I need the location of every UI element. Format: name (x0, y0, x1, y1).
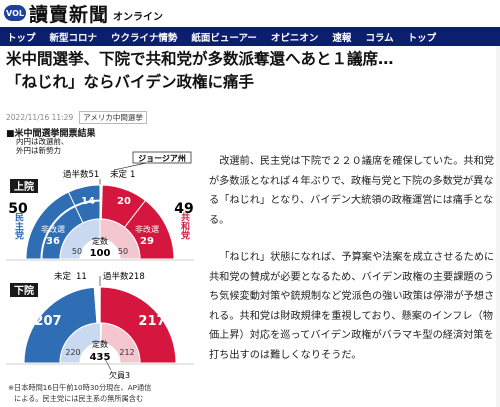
house-undecided-label: 未定 (54, 271, 72, 282)
article-date: 2022/11/16 11:29 (6, 113, 74, 122)
article-body: 改選前、民主党は下院で２２０議席を確保していた。共和党が多数派となれば４年ぶりで… (209, 152, 495, 383)
senate-quota: 100 (90, 248, 111, 259)
topic-tag[interactable]: アメリカ中間選挙 (79, 111, 147, 124)
house-rep-value: 217 (138, 314, 165, 329)
nav-item-viewer[interactable]: 紙面ビューアー (191, 32, 257, 44)
senate-undecided-value: 1 (130, 170, 135, 180)
senate-rep-noncontest: 29 (140, 236, 154, 247)
senate-dem-noncontest: 36 (46, 236, 60, 247)
main-nav: トップ 新型コロナ ウクライナ情勢 紙面ビューアー オピニオン 速報 コラム ト… (0, 27, 500, 46)
house-undecided-value: 11 (76, 272, 87, 282)
article-meta: 2022/11/16 11:29 アメリカ中間選挙 (6, 111, 147, 124)
headline-line-1: 米中間選挙、下院で共和党が多数派奪還へあと１議席… (6, 50, 394, 68)
figure-graphic: ジョージア州 過半数51 未定 1 上院 50 49 民主党 共和党 14 20… (6, 151, 194, 403)
senate-rep-total: 49 (174, 201, 193, 217)
nav-item-ukraine[interactable]: ウクライナ情勢 (111, 32, 178, 44)
vacancy-leader (104, 358, 112, 371)
senate-dem-divider-b (74, 199, 101, 208)
georgia-label: ジョージア州 (138, 154, 186, 163)
senate-rep-noncontest-label: 非改選 (135, 224, 159, 234)
senate-majority-label: 過半数51 (63, 169, 99, 180)
house-quota-label: 定数 (92, 339, 108, 349)
senate-chart (25, 184, 175, 260)
nav-item-column[interactable]: コラム (365, 32, 394, 44)
house-quota: 435 (90, 352, 111, 363)
house-inner-rep: 212 (119, 348, 134, 357)
senate-dem-noncontest-label: 非改選 (41, 224, 65, 234)
senate-rep-label: 共和党 (179, 211, 191, 240)
house-inner-rep-arc (100, 322, 141, 364)
nav-item-corona[interactable]: 新型コロナ (49, 32, 98, 44)
figure-note-1: 内円は改選前、 (16, 137, 69, 146)
headline-line-2: 「ねじれ」ならバイデン政権に痛手 (6, 73, 255, 91)
senate-rep-new: 20 (117, 196, 131, 207)
house-dem-value: 207 (34, 314, 61, 329)
senate-inner-rep: 50 (118, 247, 128, 256)
nav-item-opinion[interactable]: オピニオン (270, 32, 319, 44)
article-headline: 米中間選挙、下院で共和党が多数派奪還へあと１議席… 「ねじれ」ならバイデン政権に… (6, 48, 496, 94)
site-logo[interactable]: 讀賣新聞 (29, 3, 110, 26)
house-inner-dem: 220 (65, 348, 80, 357)
senate-badge (10, 179, 38, 193)
senate-dem-total: 50 (8, 201, 28, 217)
senate-inner-dem: 50 (72, 247, 82, 256)
house-label: 下院 (14, 284, 34, 297)
senate-dem-new: 14 (81, 196, 95, 207)
figure-note-2: 外円は新勢力 (16, 146, 61, 155)
house-vacancy: 欠員3 (109, 370, 130, 380)
site-logo-sub: オンライン (113, 11, 164, 23)
georgia-leader (113, 162, 147, 171)
house-majority-label: 過半数218 (103, 271, 145, 282)
nav-item-top-2[interactable]: トップ (407, 32, 437, 44)
senate-dem-label: 民主党 (13, 212, 24, 240)
figure-footnote-1: ※日本時間16日午前10時30分現在、AP通信 (8, 383, 151, 392)
article-paragraph-1: 改選前、民主党は下院で２２０議席を確保していた。共和党が多数派となれば４年ぶりで… (209, 156, 494, 226)
nav-item-series[interactable]: 速報 (332, 32, 352, 44)
article-paragraph-2: 「ねじれ」状態になれば、予算案や法案を成立させるために共和党の賛成が必要となるた… (209, 252, 495, 361)
logo-badge[interactable]: VOL (4, 5, 26, 21)
georgia-box (132, 151, 192, 164)
senate-inner-rep-arc (99, 218, 141, 260)
senate-undecided-label: 未定 (110, 169, 128, 180)
figure-title: ■米中間選挙開票結果 (6, 129, 96, 139)
site-header: VOL 讀賣新聞 オンライン (0, 0, 500, 26)
senate-label: 上院 (14, 180, 34, 193)
house-chart (23, 286, 177, 364)
house-badge (10, 283, 38, 297)
figure-footnote-2: による。民主党には民主系の無所属含む (14, 394, 143, 403)
senate-quota-label: 定数 (92, 236, 108, 246)
nav-item-top[interactable]: トップ (7, 32, 36, 44)
election-figure[interactable]: ■米中間選挙開票結果 内円は改選前、 外円は新勢力 ジョージア州 過半数51 未… (6, 126, 196, 407)
page-scrollbar[interactable] (496, 46, 500, 407)
